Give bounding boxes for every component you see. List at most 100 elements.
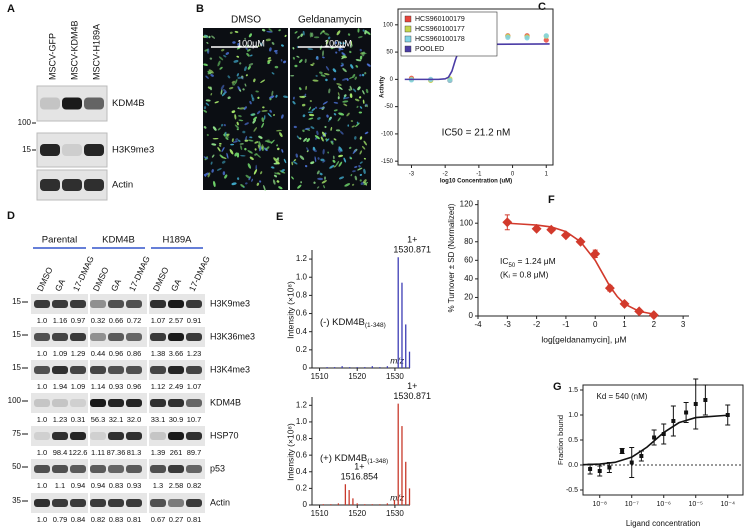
- cell: [344, 183, 351, 187]
- cell: [216, 168, 222, 171]
- quantification: 98.4: [53, 448, 68, 457]
- x-tick-label: -4: [474, 320, 482, 329]
- x-tick-label: 1: [545, 172, 549, 178]
- band: [40, 97, 60, 110]
- cell: [257, 96, 260, 99]
- cell: [332, 68, 337, 73]
- cell: [244, 182, 248, 185]
- y-tick-label: 0.5: [568, 437, 578, 444]
- cell: [326, 114, 329, 118]
- cell: [244, 66, 247, 72]
- x-tick-label: 3: [681, 320, 686, 329]
- cell: [261, 144, 264, 150]
- band: [90, 499, 106, 507]
- cell: [253, 169, 258, 175]
- cell: [276, 157, 280, 161]
- cell: [231, 110, 236, 114]
- cell: [221, 147, 225, 152]
- cell: [231, 80, 236, 84]
- band: [150, 333, 166, 341]
- quantification: 81.3: [127, 448, 142, 457]
- band: [70, 465, 86, 473]
- mw-marker: 50: [12, 462, 21, 471]
- point: [684, 410, 689, 415]
- annotation: IC50 = 1.24 μM: [500, 256, 556, 268]
- x-tick-label: -3: [409, 172, 415, 178]
- y-tick-label: 0: [469, 311, 474, 320]
- cell: [233, 59, 239, 63]
- y-tick-label: 1.5: [568, 387, 578, 394]
- group-label: KDM4B: [102, 235, 135, 246]
- band: [108, 432, 124, 440]
- cell: [204, 34, 209, 39]
- cell: [352, 149, 357, 155]
- cell: [327, 151, 329, 154]
- quantification: 1.1: [55, 481, 65, 490]
- quantification: 0.31: [71, 415, 86, 424]
- cell: [274, 172, 280, 175]
- band: [168, 465, 184, 473]
- cell: [247, 163, 252, 169]
- band: [62, 179, 82, 191]
- cell: [283, 95, 288, 99]
- cell: [256, 154, 261, 158]
- cell: [293, 125, 297, 129]
- cell: [265, 146, 270, 151]
- x-axis-label: log[geldanamycin], μM: [541, 334, 626, 344]
- cell: [244, 122, 249, 126]
- cell: [350, 120, 354, 122]
- x-tick-label: 10⁻⁸: [593, 501, 607, 508]
- cell: [234, 114, 237, 120]
- cell: [245, 47, 249, 51]
- cell: [343, 157, 347, 163]
- cell: [275, 161, 280, 165]
- quantification: 30.9: [169, 415, 184, 424]
- x-axis-label: log10 Concentration (uM): [440, 179, 512, 185]
- blot-label: Actin: [210, 497, 230, 507]
- cell: [238, 119, 244, 122]
- plot-frame: [582, 384, 744, 496]
- x-axis-label: m/z: [390, 355, 404, 365]
- cell: [260, 171, 263, 175]
- cell: [349, 85, 353, 91]
- cell: [206, 133, 209, 137]
- point: [543, 33, 549, 39]
- cell: [337, 117, 341, 122]
- cell: [366, 63, 371, 67]
- cell: [251, 178, 254, 182]
- cell: [352, 73, 356, 79]
- y-tick-label: 0.8: [296, 434, 308, 443]
- cell: [336, 30, 341, 36]
- cell: [227, 75, 231, 79]
- cell: [299, 137, 302, 140]
- y-tick-label: -0.5: [566, 487, 578, 494]
- cell: [247, 48, 251, 52]
- cell: [364, 72, 367, 75]
- cell: [309, 99, 313, 103]
- cell: [228, 86, 234, 90]
- cell: [232, 140, 238, 143]
- x-axis-label: m/z: [390, 492, 404, 502]
- cell: [359, 150, 362, 155]
- cell: [242, 88, 245, 91]
- x-tick-label: 1520: [348, 372, 366, 381]
- band: [52, 366, 68, 374]
- cell: [237, 42, 240, 46]
- cell: [249, 54, 253, 57]
- cell: [322, 148, 325, 155]
- cell: [242, 130, 246, 134]
- cell: [291, 176, 294, 180]
- cell: [245, 174, 251, 179]
- cell: [208, 35, 211, 39]
- cell: [203, 63, 208, 66]
- cell: [261, 117, 265, 123]
- y-tick-label: 100: [460, 218, 474, 227]
- y-tick-label: 0.6: [296, 450, 308, 459]
- cell: [354, 76, 357, 80]
- band: [40, 179, 60, 191]
- band: [108, 366, 124, 374]
- cell: [363, 157, 367, 160]
- cell: [363, 140, 367, 146]
- cell: [256, 110, 261, 115]
